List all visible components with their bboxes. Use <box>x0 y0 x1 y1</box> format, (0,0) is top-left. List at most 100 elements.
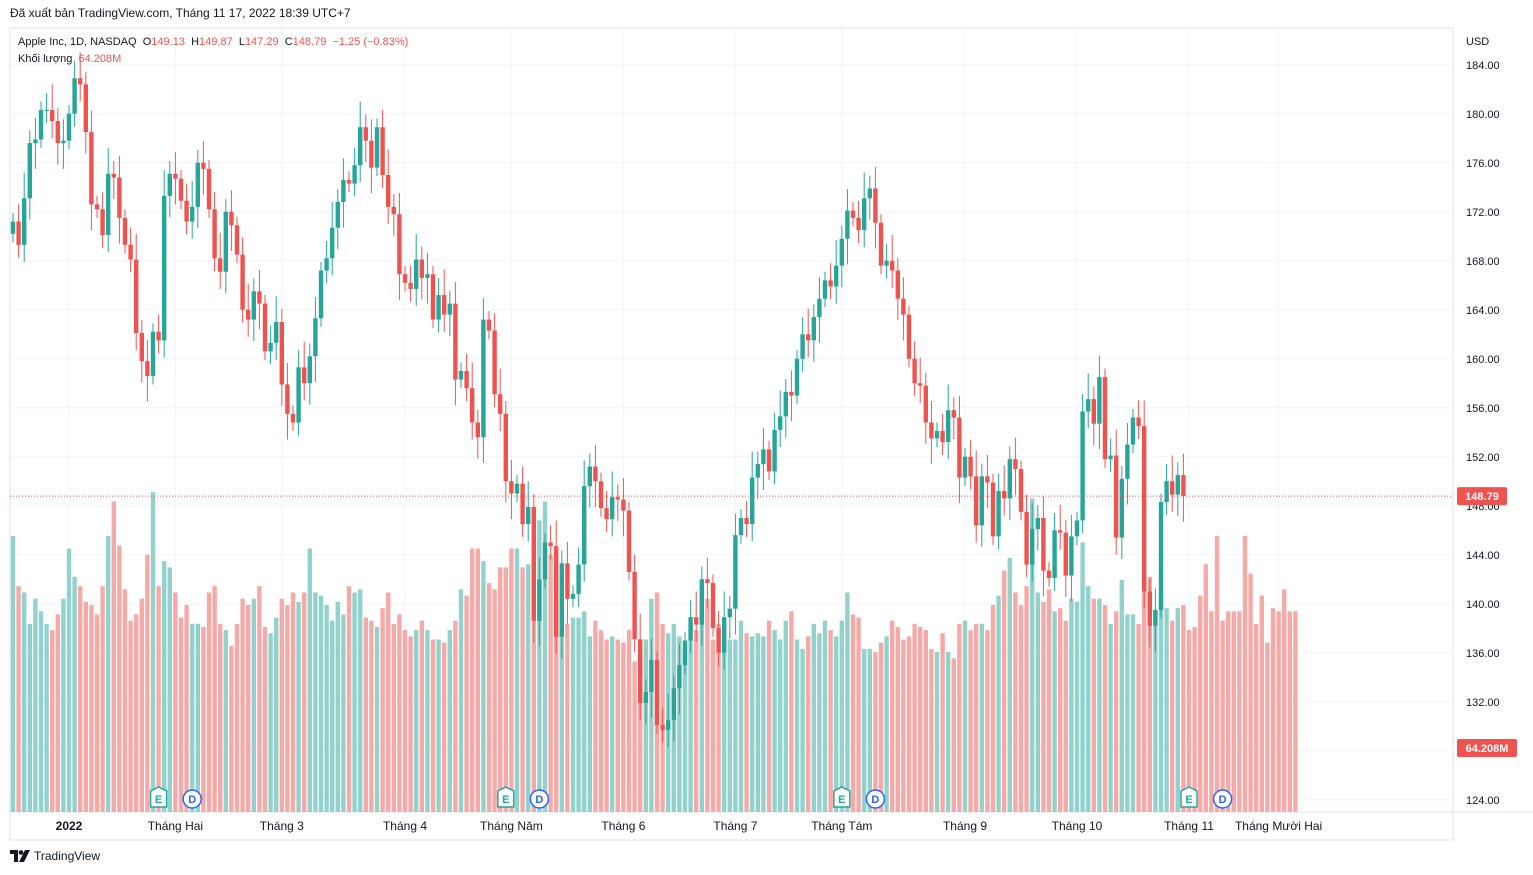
volume-bar <box>173 592 178 812</box>
candle-body <box>604 508 609 520</box>
volume-bar <box>1203 564 1208 812</box>
last-volume-label: 64.208M <box>1466 743 1509 755</box>
dividend-icon-label: D <box>535 794 543 806</box>
candle-body <box>1052 530 1057 579</box>
volume-bar <box>285 605 290 812</box>
candle-body <box>649 660 654 692</box>
time-tick-label: Tháng 7 <box>713 819 757 833</box>
volume-bar <box>481 561 486 812</box>
candle-body <box>1136 417 1141 427</box>
candle-body <box>509 481 514 494</box>
price-tick-label: 160.00 <box>1466 354 1500 366</box>
candle-body <box>632 571 637 640</box>
candle-body <box>1164 481 1169 503</box>
candle-body <box>72 78 77 114</box>
candle-body <box>940 431 945 443</box>
volume-bar <box>990 605 996 812</box>
volume-bar <box>223 630 228 812</box>
volume-bar <box>341 614 346 812</box>
price-tick-label: 164.00 <box>1466 305 1500 317</box>
volume-bar <box>1018 605 1024 812</box>
volume-bar <box>503 567 508 812</box>
candle-body <box>1130 417 1136 445</box>
candle-body <box>733 535 738 609</box>
candle-body <box>1013 459 1018 469</box>
candle-body <box>408 282 413 289</box>
candle-body <box>122 217 128 245</box>
volume-bar <box>985 630 990 812</box>
price-tick-label: 180.00 <box>1466 109 1500 121</box>
volume-bar <box>296 601 301 812</box>
volume-bar <box>962 620 968 812</box>
volume-bar <box>486 583 492 812</box>
volume-bar <box>901 639 906 812</box>
low-label: L <box>238 36 245 48</box>
candle-body <box>486 319 492 331</box>
open-label: O <box>142 36 152 48</box>
candle-body <box>246 309 251 320</box>
candle-body <box>318 270 324 319</box>
candle-body <box>38 110 44 140</box>
volume-bar <box>1198 595 1203 812</box>
volume-bar <box>397 614 402 812</box>
volume-bar <box>559 601 564 812</box>
volume-bar <box>996 595 1001 812</box>
volume-bar <box>83 601 88 812</box>
volume-bar <box>100 586 105 812</box>
candle-body <box>1035 518 1040 530</box>
volume-bar <box>1214 536 1220 812</box>
candle-body <box>800 334 805 359</box>
candle-body <box>341 179 346 202</box>
candle-body <box>190 206 195 222</box>
volume-bar <box>262 626 268 812</box>
volume-bar <box>386 592 391 812</box>
candle-body <box>106 173 111 236</box>
time-tick-label: Tháng 11 <box>1164 819 1214 833</box>
volume-bar <box>50 630 55 812</box>
candle-body <box>722 617 727 653</box>
volume-bar <box>145 554 150 812</box>
volume-bar <box>554 598 559 812</box>
volume-bar <box>710 639 716 812</box>
candle-body <box>615 497 620 500</box>
volume-bar <box>918 626 923 812</box>
volume-bar <box>587 636 592 812</box>
volume-bar <box>1046 589 1052 812</box>
volume-bar <box>290 592 296 812</box>
volume-bar <box>638 648 643 812</box>
volume-bar <box>268 633 273 812</box>
candle-body <box>537 579 542 621</box>
candle-body <box>912 358 917 384</box>
volume-bar <box>867 648 872 812</box>
volume-bar <box>610 636 615 812</box>
candle-body <box>195 162 200 207</box>
candle-body <box>682 640 688 665</box>
last-volume-tag <box>1457 739 1517 757</box>
volume-bar <box>626 630 632 812</box>
volume-bar <box>570 617 576 812</box>
volume-bar <box>470 548 475 812</box>
volume-bar <box>890 620 895 812</box>
volume-bar <box>1248 573 1253 812</box>
candle-body <box>128 244 133 260</box>
low-value: 147.29 <box>244 36 279 48</box>
tradingview-logo[interactable]: TradingView <box>10 849 100 863</box>
candle-body <box>442 295 447 315</box>
volume-bar <box>677 636 682 812</box>
volume-bar <box>974 623 979 812</box>
volume-bar <box>453 620 458 812</box>
volume-bar <box>1226 611 1231 812</box>
candle-body <box>503 413 508 482</box>
volume-bar <box>352 592 357 812</box>
time-tick-label: Tháng Tám <box>811 819 872 833</box>
volume-bar <box>358 589 363 812</box>
candle-body <box>727 608 732 618</box>
volume-bar <box>212 586 217 812</box>
volume-bar <box>727 639 732 812</box>
volume-bar <box>302 592 307 812</box>
candle-body <box>201 162 206 169</box>
volume-bar <box>442 642 447 812</box>
volume-bar <box>492 589 497 812</box>
candle-body <box>1153 609 1158 626</box>
